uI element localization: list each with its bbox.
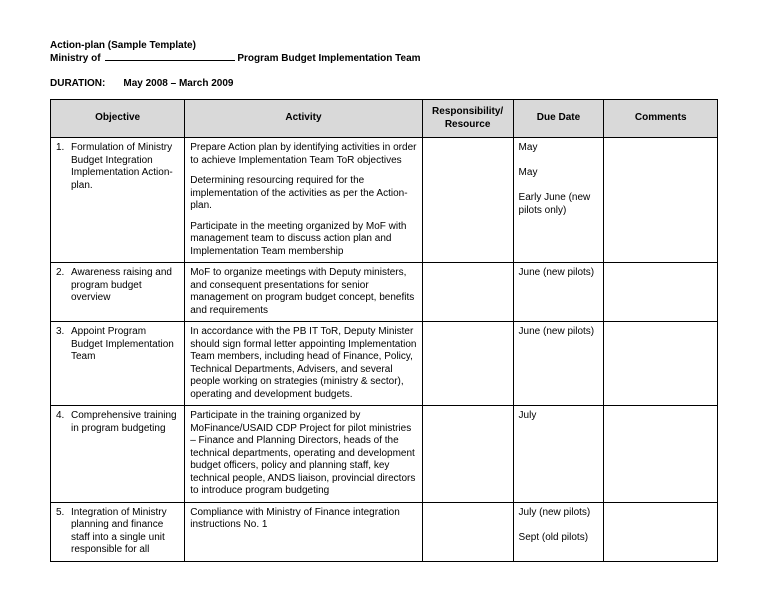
ministry-suffix: Program Budget Implementation Team — [237, 53, 420, 64]
cell-activity: MoF to organize meetings with Deputy min… — [185, 263, 422, 322]
col-activity: Activity — [185, 100, 422, 138]
action-plan-table: Objective Activity Responsibility/ Resou… — [50, 99, 718, 562]
duration-value: May 2008 – March 2009 — [123, 78, 233, 89]
duration-label: DURATION: — [50, 78, 105, 89]
activity-paragraph: Participate in the training organized by… — [190, 410, 416, 498]
table-row: 1.Formulation of Ministry Budget Integra… — [51, 138, 718, 263]
row-number: 1. — [56, 142, 68, 192]
cell-due-date: June (new pilots) — [513, 322, 604, 406]
cell-due-date: July — [513, 406, 604, 503]
cell-activity: Prepare Action plan by identifying activ… — [185, 138, 422, 263]
table-row: 5.Integration of Ministry planning and f… — [51, 502, 718, 561]
due-line — [519, 155, 599, 168]
doc-title: Action-plan (Sample Template) — [50, 40, 718, 51]
cell-objective: 1.Formulation of Ministry Budget Integra… — [51, 138, 185, 263]
ministry-prefix: Ministry of — [50, 53, 103, 64]
due-line: June (new pilots) — [519, 267, 599, 280]
row-number: 2. — [56, 267, 68, 305]
cell-comments — [604, 138, 718, 263]
objective-text: Awareness raising and program budget ove… — [68, 267, 179, 305]
table-row: 2.Awareness raising and program budget o… — [51, 263, 718, 322]
due-line: July — [519, 410, 599, 423]
due-line — [519, 519, 599, 532]
cell-objective: 4.Comprehensive training in program budg… — [51, 406, 185, 503]
cell-responsibility — [422, 322, 513, 406]
cell-objective: 3.Appoint Program Budget Implementation … — [51, 322, 185, 406]
objective-text: Comprehensive training in program budget… — [68, 410, 179, 435]
row-number: 3. — [56, 326, 68, 364]
ministry-line: Ministry of Program Budget Implementatio… — [50, 53, 718, 64]
cell-responsibility — [422, 502, 513, 561]
cell-activity: Compliance with Ministry of Finance inte… — [185, 502, 422, 561]
cell-activity: In accordance with the PB IT ToR, Deputy… — [185, 322, 422, 406]
cell-objective: 5.Integration of Ministry planning and f… — [51, 502, 185, 561]
col-responsibility: Responsibility/ Resource — [422, 100, 513, 138]
cell-due-date: July (new pilots) Sept (old pilots) — [513, 502, 604, 561]
cell-due-date: May May Early June (new pilots only) — [513, 138, 604, 263]
col-comments: Comments — [604, 100, 718, 138]
cell-responsibility — [422, 406, 513, 503]
due-line: May — [519, 142, 599, 155]
col-objective: Objective — [51, 100, 185, 138]
cell-objective: 2.Awareness raising and program budget o… — [51, 263, 185, 322]
col-due-date: Due Date — [513, 100, 604, 138]
objective-text: Appoint Program Budget Implementation Te… — [68, 326, 179, 364]
due-line: June (new pilots) — [519, 326, 599, 339]
activity-paragraph: MoF to organize meetings with Deputy min… — [190, 267, 416, 317]
due-line: May — [519, 167, 599, 180]
activity-paragraph: Prepare Action plan by identifying activ… — [190, 142, 416, 167]
row-number: 5. — [56, 507, 68, 557]
due-line: Sept (old pilots) — [519, 532, 599, 545]
activity-paragraph: Compliance with Ministry of Finance inte… — [190, 507, 416, 532]
objective-text: Formulation of Ministry Budget Integrati… — [68, 142, 179, 192]
objective-text: Integration of Ministry planning and fin… — [68, 507, 179, 557]
table-body: 1.Formulation of Ministry Budget Integra… — [51, 138, 718, 562]
table-row: 3.Appoint Program Budget Implementation … — [51, 322, 718, 406]
cell-comments — [604, 502, 718, 561]
cell-activity: Participate in the training organized by… — [185, 406, 422, 503]
table-row: 4.Comprehensive training in program budg… — [51, 406, 718, 503]
cell-comments — [604, 263, 718, 322]
due-line: July (new pilots) — [519, 507, 599, 520]
ministry-blank — [105, 60, 235, 61]
cell-responsibility — [422, 263, 513, 322]
due-line: Early June (new pilots only) — [519, 192, 599, 217]
cell-due-date: June (new pilots) — [513, 263, 604, 322]
duration-line: DURATION: May 2008 – March 2009 — [50, 78, 718, 89]
activity-paragraph: Participate in the meeting organized by … — [190, 221, 416, 259]
table-header-row: Objective Activity Responsibility/ Resou… — [51, 100, 718, 138]
cell-comments — [604, 322, 718, 406]
activity-paragraph: Determining resourcing required for the … — [190, 175, 416, 213]
cell-responsibility — [422, 138, 513, 263]
due-line — [519, 180, 599, 193]
row-number: 4. — [56, 410, 68, 435]
activity-paragraph: In accordance with the PB IT ToR, Deputy… — [190, 326, 416, 401]
cell-comments — [604, 406, 718, 503]
